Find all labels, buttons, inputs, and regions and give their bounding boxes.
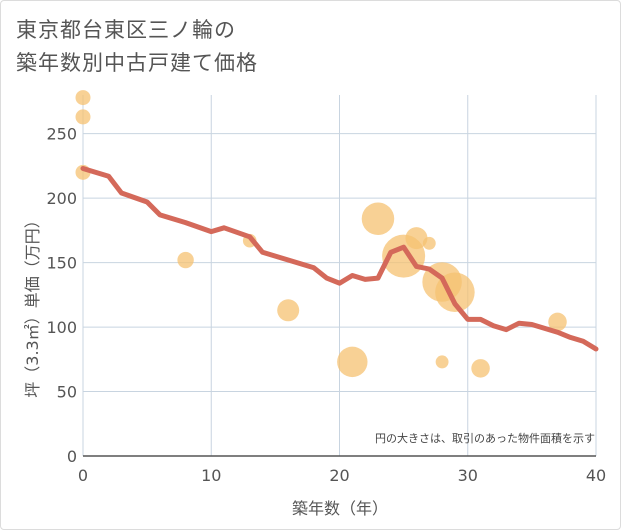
y-tick-label: 100: [46, 318, 77, 337]
y-tick-label: 50: [57, 383, 77, 402]
title-line-2: 築年数別中古戸建て価格: [16, 51, 258, 75]
data-bubble: [277, 299, 300, 322]
y-tick-label: 200: [46, 189, 77, 208]
bubbles: [75, 90, 567, 378]
title-line-1: 東京都台東区三ノ輪の: [16, 18, 236, 42]
y-tick-label: 150: [46, 254, 77, 273]
data-bubble: [177, 251, 194, 269]
x-tick-label: 20: [329, 466, 349, 485]
y-axis-label: 坪（3.3㎡）単価（万円）: [23, 212, 42, 397]
data-bubble: [548, 312, 567, 332]
data-bubble: [361, 202, 395, 236]
y-tick-label: 250: [46, 125, 77, 144]
trend-line-group: [80, 165, 599, 352]
data-bubble: [337, 346, 368, 378]
x-axis-label: 築年数（年）: [292, 499, 388, 518]
data-bubble: [75, 109, 91, 125]
chart-title: 東京都台東区三ノ輪の 築年数別中古戸建て価格: [16, 14, 258, 80]
data-bubble: [471, 359, 490, 378]
trend-line: [80, 165, 599, 352]
data-bubble: [75, 90, 91, 106]
data-bubble: [405, 227, 428, 250]
ticks: 0 10 20 30 40 0 50 100 150 200 250: [46, 125, 606, 485]
y-tick-label: 0: [67, 447, 77, 466]
x-tick-label: 0: [78, 466, 88, 485]
x-tick-label: 30: [458, 466, 478, 485]
x-tick-label: 40: [586, 466, 606, 485]
grid: [82, 95, 597, 457]
size-note: 円の大きさは、取引のあった物件面積を示す: [375, 431, 595, 445]
x-tick-label: 10: [201, 466, 221, 485]
data-bubble: [422, 236, 436, 250]
data-bubble: [435, 355, 449, 369]
